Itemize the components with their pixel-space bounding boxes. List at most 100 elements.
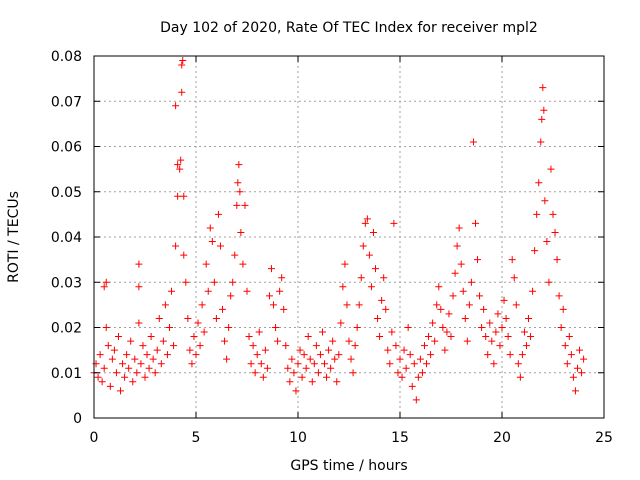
data-point [412,396,420,404]
data-point [341,260,349,268]
data-point [467,278,475,286]
data-point [236,188,244,196]
data-point [206,224,214,232]
data-point [410,360,418,368]
data-point [510,274,518,282]
data-point [261,346,269,354]
data-point [221,337,229,345]
data-point [157,360,165,368]
data-point [369,228,377,236]
data-point [512,301,520,309]
data-point [482,333,490,341]
data-point [331,355,339,363]
data-point [182,278,190,286]
data-point [314,369,322,377]
data-point [441,346,449,354]
data-point [155,314,163,322]
x-tick-label: 15 [391,430,409,446]
data-point [500,296,508,304]
x-tick-label: 5 [192,430,201,446]
chart-title: Day 102 of 2020, Rate Of TEC Index for r… [160,20,538,36]
data-point [559,305,567,313]
data-point [327,364,335,372]
data-point [549,210,557,218]
data-point [545,278,553,286]
data-point [151,369,159,377]
data-point [143,351,151,359]
grid-lines [94,56,604,418]
y-tick-label: 0.05 [51,185,82,201]
x-tick-label: 0 [90,430,99,446]
y-tick-label: 0.06 [51,140,82,156]
data-point [474,256,482,264]
data-point [386,360,394,368]
data-point [174,192,182,200]
data-point [449,292,457,300]
data-point [465,301,473,309]
data-point [100,364,108,372]
data-point [329,337,337,345]
x-axis-label: GPS time / hours [290,458,407,474]
data-point [153,346,161,354]
data-point [427,351,435,359]
data-point [178,88,186,96]
data-point [392,342,400,350]
data-point [457,260,465,268]
data-point [520,328,528,336]
data-point [178,61,186,69]
data-point [423,360,431,368]
data-point [306,355,314,363]
data-point [184,314,192,322]
data-point [170,342,178,350]
data-point [437,305,445,313]
data-point [284,364,292,372]
data-point [390,219,398,227]
data-point [198,301,206,309]
data-point [255,328,263,336]
data-point [540,106,548,114]
data-point [563,360,571,368]
data-point [416,355,424,363]
data-point [104,342,112,350]
data-point [216,242,224,250]
data-point [282,342,290,350]
data-point [247,360,255,368]
data-point [177,156,185,164]
data-point [190,333,198,341]
data-point [318,328,326,336]
data-point [125,364,133,372]
data-point [537,138,545,146]
data-point [492,328,500,336]
data-point [378,296,386,304]
data-point [396,355,404,363]
data-point [494,310,502,318]
data-point [310,360,318,368]
data-point [174,161,182,169]
data-point [527,333,535,341]
data-point [172,242,180,250]
data-point [406,351,414,359]
y-tick-label: 0.02 [51,321,82,337]
data-point [251,369,259,377]
data-point [276,287,284,295]
data-point [312,342,320,350]
y-tick-label: 0.04 [51,230,82,246]
data-point [127,337,135,345]
data-point [429,319,437,327]
data-point [335,351,343,359]
data-point [539,84,547,92]
data-point [159,337,167,345]
data-point [245,333,253,341]
axis-tick-labels: 0 5 10 15 20 25 0 0.01 0.02 0.03 0.04 0.05 0.06 0.07 0… [51,49,613,446]
data-point [316,351,324,359]
data-point [135,283,143,291]
data-point [280,305,288,313]
data-point [210,278,218,286]
x-tick-label: 20 [493,430,511,446]
data-point [361,219,369,227]
x-tick-label: 10 [289,430,307,446]
data-point [518,351,526,359]
data-point [212,314,220,322]
data-point [420,342,428,350]
